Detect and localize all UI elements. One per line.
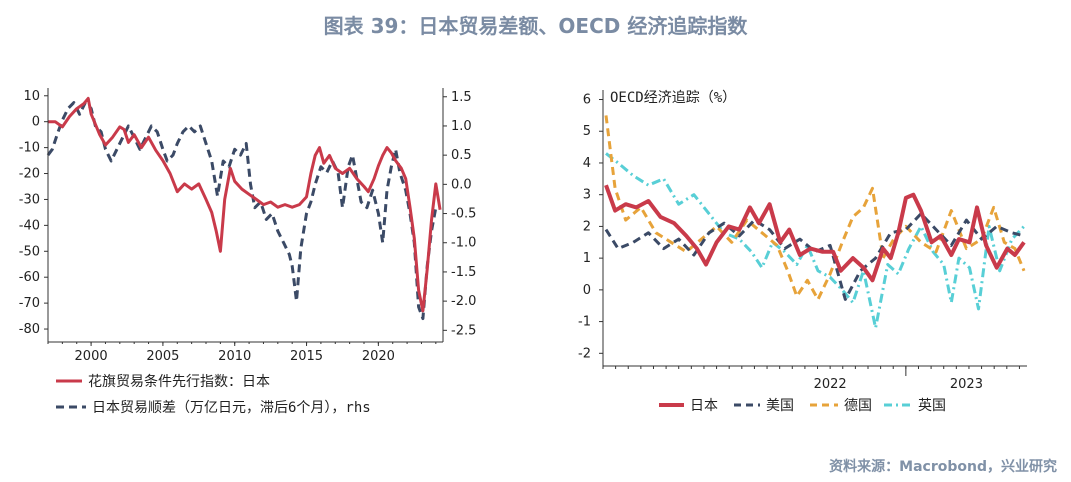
series-line-trade (48, 103, 436, 319)
right-chart-title: OECD经济追踪（%） (610, 90, 736, 106)
y2-tick-label: 0.0 (451, 177, 472, 192)
series-line-citi (48, 98, 440, 311)
x-tick-label: 2010 (218, 349, 251, 364)
r-y-tick-label: -2 (578, 346, 591, 361)
left-frame (48, 88, 443, 342)
right-chart: 6 5 4 3 2 1 0 -1 -2 2022 2023 OECD经济追踪（%） 日本 美国 德国… (578, 90, 1027, 414)
left-legend: 花旗贸易条件先行指数：日本 日本贸易顺差（万亿日元，滞后6个月），rhs (56, 373, 371, 416)
y2-tick-label: 1.0 (451, 119, 472, 134)
legend-label-uk: 英国 (918, 397, 946, 414)
r-y-tick-label: 2 (583, 219, 591, 234)
r-y-tick-label: 3 (583, 188, 591, 203)
y-tick-label: -80 (19, 322, 40, 337)
right-frame (603, 90, 1027, 366)
y-tick-label: -20 (19, 167, 40, 182)
legend-label-japan: 日本 (690, 398, 718, 414)
y-tick-label: -50 (19, 244, 40, 259)
y-tick-label: -40 (19, 218, 40, 233)
series-line-germany (606, 115, 1024, 299)
r-y-tick-label: 1 (583, 251, 591, 266)
x-tick-label: 2015 (290, 349, 323, 364)
y2-tick-label: 1.5 (451, 90, 472, 105)
right-legend: 日本 美国 德国 英国 (659, 397, 946, 414)
y-tick-label: 0 (32, 115, 40, 130)
r-y-tick-label: 4 (583, 156, 591, 171)
legend-label-us: 美国 (766, 398, 794, 414)
y-tick-label: -10 (19, 141, 40, 156)
y-tick-label: -70 (19, 296, 40, 311)
left-chart: 10 0 -10 -20 -30 -40 -50 -60 -70 -80 1.5 1.0 0.5 0.0 -… (19, 88, 477, 416)
r-y-tick-label: -1 (578, 315, 591, 330)
r-x-tick-label: 2023 (950, 377, 983, 392)
x-tick-label: 2020 (362, 349, 395, 364)
left-ticks: 10 0 -10 -20 -30 -40 -50 -60 -70 -80 1.5 1.0 0.5 0.0 -… (19, 89, 477, 364)
y2-tick-label: -2.5 (451, 323, 476, 338)
r-y-tick-label: 6 (583, 93, 591, 108)
left-lines (48, 98, 440, 318)
r-x-tick-label: 2022 (814, 377, 847, 392)
x-tick-label: 2000 (75, 349, 108, 364)
r-y-tick-label: 0 (583, 283, 591, 298)
y2-tick-label: 0.5 (451, 148, 472, 163)
right-lines (606, 115, 1024, 328)
legend-label-trade: 日本贸易顺差（万亿日元，滞后6个月），rhs (92, 400, 371, 416)
y-tick-label: -60 (19, 270, 40, 285)
legend-label-germany: 德国 (844, 398, 872, 414)
y2-tick-label: -0.5 (451, 207, 476, 222)
y-tick-label: 10 (23, 89, 40, 104)
legend-label-citi: 花旗贸易条件先行指数：日本 (88, 373, 270, 390)
y2-tick-label: -1.0 (451, 236, 476, 251)
r-y-tick-label: 5 (583, 124, 591, 139)
source-note: 资料来源：Macrobond，兴业研究 (829, 456, 1057, 476)
y2-tick-label: -2.0 (451, 294, 476, 309)
y-tick-label: -30 (19, 192, 40, 207)
x-tick-label: 2005 (146, 349, 179, 364)
y2-tick-label: -1.5 (451, 265, 476, 280)
series-line-us (606, 214, 1024, 300)
